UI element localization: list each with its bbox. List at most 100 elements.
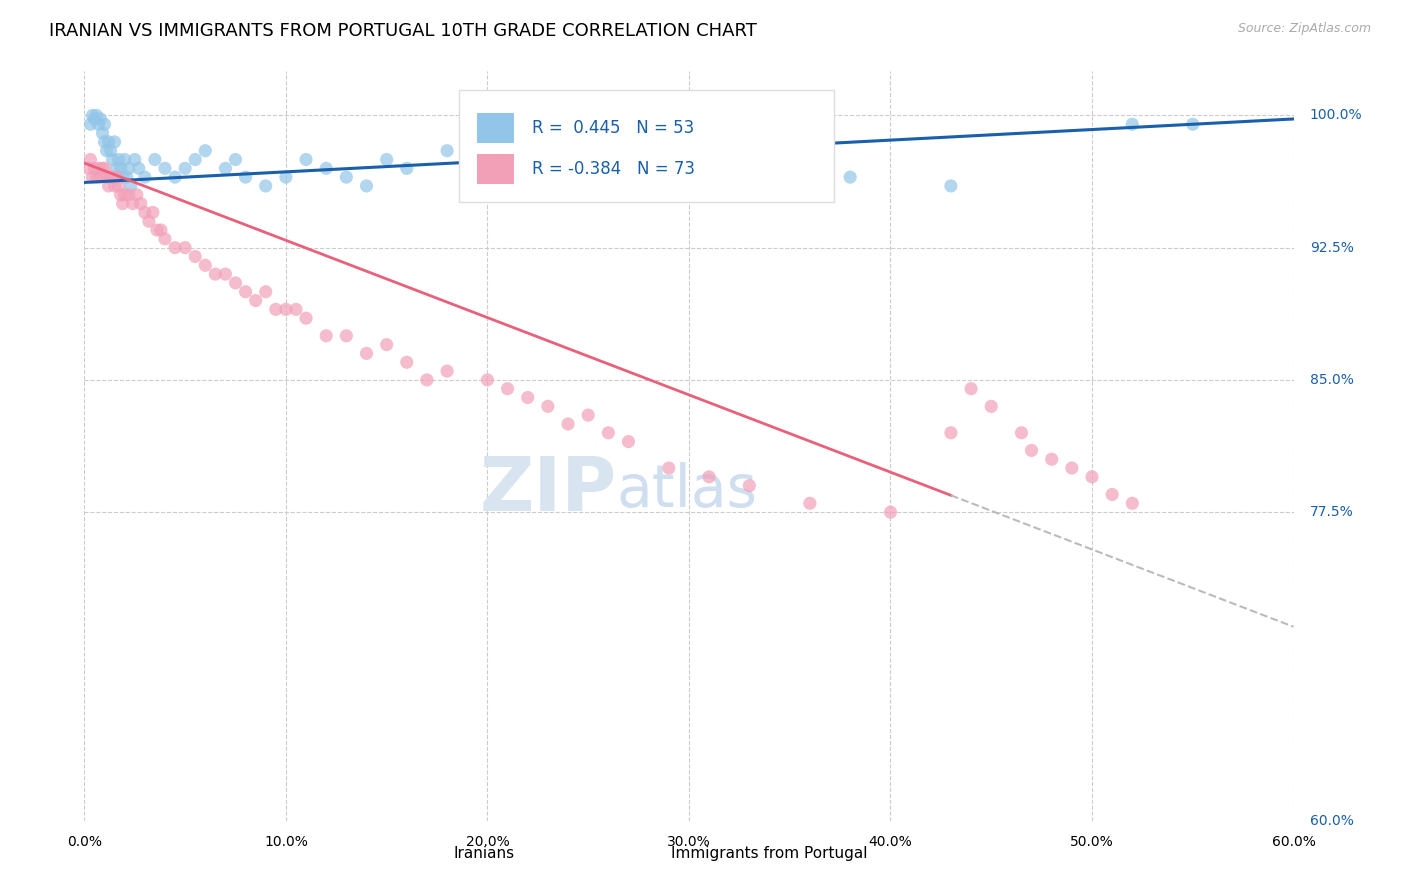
- Text: R = -0.384   N = 73: R = -0.384 N = 73: [531, 160, 695, 178]
- Point: [1060, 461, 1083, 475]
- Point: [114, 153, 136, 167]
- Point: [83, 161, 105, 176]
- Point: [149, 223, 172, 237]
- Point: [1121, 496, 1143, 510]
- Point: [146, 223, 169, 237]
- Point: [395, 355, 418, 369]
- Point: [97, 178, 120, 193]
- Point: [274, 302, 297, 317]
- Point: [111, 170, 134, 185]
- Point: [124, 153, 146, 167]
- Point: [118, 161, 141, 176]
- Point: [285, 302, 308, 317]
- Point: [194, 258, 217, 272]
- Text: 92.5%: 92.5%: [1309, 241, 1354, 254]
- Point: [91, 126, 114, 140]
- Point: [879, 505, 901, 519]
- Point: [114, 187, 136, 202]
- Point: [1081, 470, 1104, 484]
- Point: [107, 178, 129, 193]
- Text: IRANIAN VS IMMIGRANTS FROM PORTUGAL 10TH GRADE CORRELATION CHART: IRANIAN VS IMMIGRANTS FROM PORTUGAL 10TH…: [49, 22, 756, 40]
- Point: [214, 267, 236, 281]
- Text: 20.0%: 20.0%: [465, 835, 509, 849]
- Point: [598, 425, 620, 440]
- Point: [375, 337, 398, 351]
- Text: Iranians: Iranians: [453, 847, 515, 861]
- Point: [110, 187, 132, 202]
- Point: [134, 170, 156, 185]
- Point: [617, 434, 640, 449]
- Point: [125, 187, 148, 202]
- Point: [79, 153, 101, 167]
- Point: [93, 161, 115, 176]
- Text: 77.5%: 77.5%: [1309, 505, 1354, 519]
- Point: [245, 293, 267, 308]
- Point: [960, 382, 983, 396]
- Point: [356, 346, 378, 360]
- Point: [104, 178, 127, 193]
- Point: [105, 161, 128, 176]
- Point: [105, 170, 128, 185]
- Text: 60.0%: 60.0%: [1309, 814, 1354, 828]
- Point: [738, 478, 761, 492]
- Point: [100, 144, 122, 158]
- Point: [96, 170, 118, 185]
- Point: [184, 153, 207, 167]
- Point: [101, 153, 124, 167]
- Point: [335, 328, 357, 343]
- Point: [87, 117, 110, 131]
- Point: [1181, 117, 1204, 131]
- Point: [758, 161, 780, 176]
- Point: [839, 170, 862, 185]
- Point: [93, 135, 115, 149]
- Point: [194, 144, 217, 158]
- Point: [134, 205, 156, 219]
- Point: [121, 196, 143, 211]
- Point: [516, 178, 538, 193]
- Point: [576, 153, 599, 167]
- Text: 40.0%: 40.0%: [869, 835, 912, 849]
- Point: [86, 170, 108, 185]
- Point: [516, 391, 538, 405]
- Text: 50.0%: 50.0%: [1070, 835, 1114, 849]
- Point: [456, 170, 478, 185]
- Point: [416, 373, 439, 387]
- Point: [395, 161, 418, 176]
- Point: [315, 328, 337, 343]
- Point: [128, 161, 150, 176]
- Point: [235, 285, 257, 299]
- Point: [89, 170, 111, 185]
- Point: [79, 117, 101, 131]
- Point: [356, 178, 378, 193]
- Point: [118, 187, 141, 202]
- Point: [496, 382, 519, 396]
- Point: [1011, 425, 1033, 440]
- Point: [214, 161, 236, 176]
- Point: [107, 153, 129, 167]
- Point: [82, 108, 104, 122]
- Point: [174, 241, 197, 255]
- Text: 100.0%: 100.0%: [1309, 109, 1362, 122]
- Point: [436, 364, 458, 378]
- Point: [980, 400, 1002, 414]
- FancyBboxPatch shape: [478, 112, 513, 143]
- Point: [143, 153, 166, 167]
- Point: [1021, 443, 1043, 458]
- Point: [254, 285, 277, 299]
- FancyBboxPatch shape: [478, 153, 513, 184]
- Point: [153, 232, 176, 246]
- Point: [1101, 487, 1123, 501]
- Point: [799, 496, 821, 510]
- Point: [97, 135, 120, 149]
- Point: [93, 117, 115, 131]
- Point: [142, 205, 165, 219]
- Point: [110, 161, 132, 176]
- Point: [153, 161, 176, 176]
- Point: [637, 170, 659, 185]
- Point: [375, 153, 398, 167]
- Point: [111, 196, 134, 211]
- Point: [129, 196, 152, 211]
- FancyBboxPatch shape: [634, 846, 661, 862]
- Point: [576, 408, 599, 422]
- Point: [1040, 452, 1063, 467]
